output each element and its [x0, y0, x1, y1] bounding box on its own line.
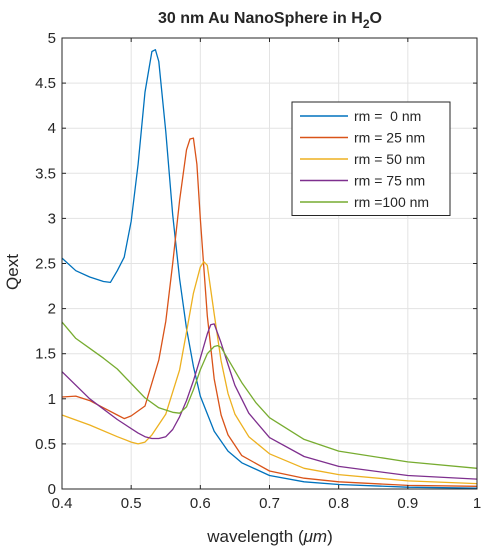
- y-axis-label: Qext: [3, 254, 22, 290]
- x-axis-label: wavelength (μm): [206, 527, 333, 546]
- y-tick-label: 3: [48, 210, 56, 227]
- series-line-3: [61, 261, 478, 485]
- series-line-4: [61, 323, 478, 480]
- x-axis-label-unit: μm: [303, 527, 327, 546]
- y-tick-label: 3.5: [35, 165, 56, 182]
- y-tick-label: 5: [48, 30, 56, 47]
- y-tick-label: 0.5: [35, 436, 56, 453]
- chart-title-subscript: 2: [363, 17, 370, 31]
- series-line-1: [61, 49, 478, 489]
- chart-title: 30 nm Au NanoSphere in H2O: [158, 10, 382, 31]
- y-tick-label: 0: [48, 481, 56, 498]
- x-tick-label: 0.6: [190, 495, 211, 512]
- series-lines: [61, 49, 478, 489]
- x-tick-label: 0.4: [52, 495, 73, 512]
- legend-entry-2: rm = 25 nm: [354, 130, 425, 146]
- x-axis-label-suffix: ): [327, 527, 333, 546]
- tick-labels: 0.4 0.5 0.6 0.7 0.8 0.9 1 0 0.5 1 1.5 2 2.5 3 3.5 4 4.5 5: [35, 30, 481, 512]
- legend-entry-5: rm =100 nm: [354, 194, 429, 210]
- x-tick-label: 0.8: [328, 495, 349, 512]
- x-tick-label: 0.9: [397, 495, 418, 512]
- y-tick-label: 1.5: [35, 346, 56, 363]
- legend-entry-1: rm = 0 nm: [354, 108, 421, 124]
- series-line-2: [61, 137, 478, 487]
- y-tick-label: 1: [48, 391, 56, 408]
- x-tick-label: 1: [473, 495, 481, 512]
- chart-title-tail: O: [370, 10, 382, 27]
- x-axis-label-prefix: wavelength (: [206, 527, 304, 546]
- legend-entry-3: rm = 50 nm: [354, 151, 425, 167]
- series-line-5: [61, 321, 478, 469]
- x-tick-label: 0.7: [259, 495, 280, 512]
- legend: rm = 0 nm rm = 25 nm rm = 50 nm rm = 75 nm r…: [291, 101, 451, 216]
- chart-title-main: 30 nm Au NanoSphere in H: [158, 10, 363, 27]
- y-tick-label: 4.5: [35, 75, 56, 92]
- x-tick-label: 0.5: [121, 495, 142, 512]
- y-tick-label: 2.5: [35, 256, 56, 273]
- y-tick-label: 4: [48, 120, 56, 137]
- y-tick-label: 2: [48, 301, 56, 318]
- legend-entry-4: rm = 75 nm: [354, 173, 425, 189]
- axes: [61, 37, 478, 490]
